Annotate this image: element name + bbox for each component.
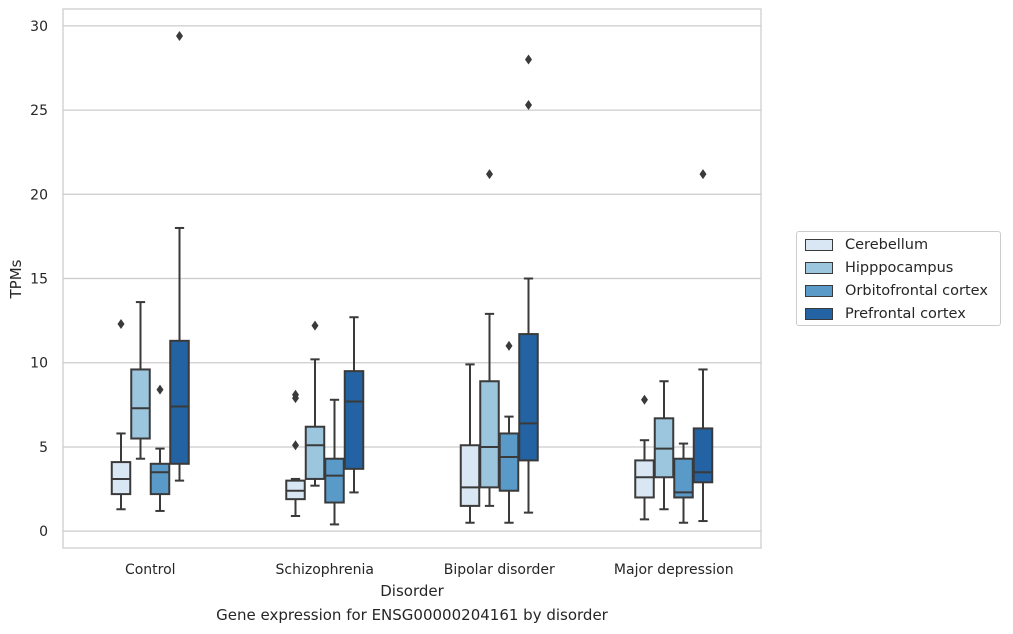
- chart-caption: Gene expression for ENSG00000204161 by d…: [216, 606, 608, 624]
- outlier-marker: [292, 389, 299, 400]
- box-hipppocampus-schizophrenia: [304, 320, 326, 487]
- outlier-marker: [525, 100, 532, 111]
- x-axis-label: Disorder: [380, 582, 444, 600]
- x-tick-label-control: Control: [125, 562, 176, 578]
- y-tick-label-25: 25: [30, 103, 48, 119]
- box-orbitofrontal-cortex-bipolar-disorder: [498, 340, 520, 524]
- x-tick-label-major-depression: Major depression: [614, 562, 734, 578]
- box-hipppocampus-bipolar-disorder: [479, 169, 500, 507]
- outlier-marker: [156, 384, 164, 395]
- box-hipppocampus-major-depression: [653, 380, 675, 511]
- box-iqr: [459, 444, 481, 507]
- y-tick-label-20: 20: [30, 187, 48, 203]
- box-iqr: [518, 333, 539, 462]
- y-tick-label-15: 15: [30, 272, 48, 288]
- box-iqr: [634, 459, 655, 499]
- legend-item-cerebellum: Cerebellum: [805, 235, 928, 255]
- legend-label-hippocampus: Hipppocampus: [845, 260, 954, 276]
- outlier-marker: [311, 320, 319, 331]
- legend-label-orbitofrontal: Orbitofrontal cortex: [845, 283, 988, 299]
- x-axis-tick-labels: Control Schizophrenia Bipolar disorder Majo…: [125, 562, 734, 578]
- legend-swatch-hippocampus: [805, 262, 833, 274]
- legend-item-hippocampus: Hipppocampus: [805, 258, 953, 278]
- box-iqr: [324, 457, 345, 504]
- box-cerebellum-bipolar-disorder: [459, 363, 481, 524]
- box-iqr: [169, 339, 190, 465]
- y-axis-label: TPMs: [7, 259, 25, 299]
- y-tick-label-10: 10: [30, 356, 48, 372]
- box-cerebellum-control: [110, 318, 132, 511]
- x-tick-label-bipolar-disorder: Bipolar disorder: [444, 562, 555, 578]
- box-prefrontal-cortex-control: [169, 30, 190, 482]
- legend-swatch-cerebellum: [805, 239, 833, 251]
- y-axis-tick-labels: 0 5 10 15 20 25 30: [30, 19, 48, 540]
- legend-item-orbitofrontal: Orbitofrontal cortex: [805, 281, 988, 301]
- outlier-marker: [699, 169, 707, 180]
- box-prefrontal-cortex-major-depression: [692, 169, 714, 523]
- box-cerebellum-major-depression: [634, 394, 655, 521]
- box-iqr: [130, 368, 151, 440]
- box-prefrontal-cortex-bipolar-disorder: [518, 54, 539, 514]
- legend-label-cerebellum: Cerebellum: [845, 237, 929, 253]
- outlier-marker: [486, 169, 493, 180]
- outlier-marker: [525, 54, 532, 65]
- box-iqr: [692, 427, 714, 484]
- x-tick-label-schizophrenia: Schizophrenia: [276, 562, 374, 578]
- legend-swatch-prefrontal: [805, 308, 833, 320]
- legend-label-prefrontal: Prefrontal cortex: [845, 306, 966, 322]
- legend: Cerebellum Hipppocampus Orbitofrontal co…: [796, 231, 1001, 326]
- y-tick-label-5: 5: [39, 440, 48, 456]
- box-iqr: [479, 380, 500, 489]
- box-orbitofrontal-cortex-major-depression: [673, 442, 694, 524]
- boxes: [110, 30, 714, 526]
- box-hipppocampus-control: [130, 301, 151, 460]
- box-iqr: [304, 425, 326, 480]
- outlier-marker: [641, 394, 648, 405]
- outlier-marker: [117, 318, 125, 329]
- box-orbitofrontal-cortex-control: [149, 384, 171, 512]
- box-iqr: [343, 370, 365, 470]
- outlier-marker: [176, 30, 183, 41]
- outlier-marker: [505, 340, 513, 351]
- plot-area-frame: [62, 8, 762, 549]
- box-cerebellum-schizophrenia: [285, 389, 306, 517]
- box-orbitofrontal-cortex-schizophrenia: [324, 398, 345, 526]
- y-tick-label-30: 30: [30, 19, 48, 35]
- y-tick-label-0: 0: [39, 524, 48, 540]
- box-iqr: [149, 462, 171, 496]
- legend-swatch-orbitofrontal: [805, 285, 833, 297]
- outlier-marker: [292, 440, 299, 451]
- legend-item-prefrontal: Prefrontal cortex: [805, 304, 966, 324]
- box-prefrontal-cortex-schizophrenia: [343, 316, 365, 494]
- box-iqr: [498, 432, 520, 492]
